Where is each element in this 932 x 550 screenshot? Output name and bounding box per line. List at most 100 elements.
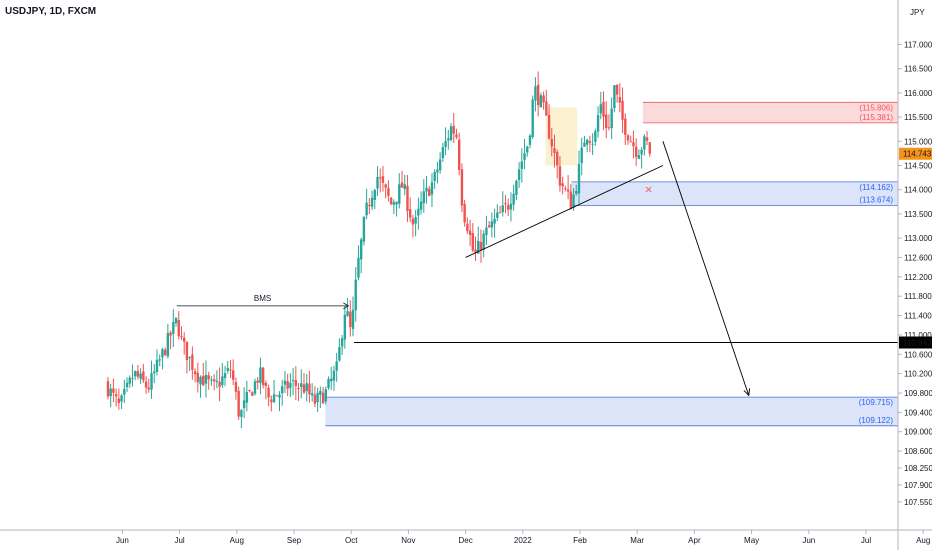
candle-down <box>232 370 235 380</box>
candle-down <box>602 101 605 117</box>
candle-down <box>457 139 461 170</box>
zone-demand-upper-bottom-label: (113.674) <box>859 195 893 204</box>
candle-down <box>229 369 232 371</box>
candle-down <box>196 372 200 383</box>
currency-label: JPY <box>910 8 925 17</box>
zone-demand-upper-top-label: (114.162) <box>859 183 893 192</box>
candle-up <box>539 95 543 108</box>
time-axis[interactable]: Jun Jul Aug Sep Oct Nov Dec 2022 Feb Mar Apr May Jun… <box>116 530 932 545</box>
candle-down <box>463 203 466 223</box>
candle-up <box>373 189 376 200</box>
time-tick-label: Jul <box>174 536 184 545</box>
candle-up <box>332 370 336 381</box>
candle-down <box>286 381 289 389</box>
candle-down <box>275 395 278 397</box>
zone-demand-upper <box>571 181 898 206</box>
candle-down <box>566 189 570 192</box>
candle-down <box>455 134 458 138</box>
price-tick-label: 115.000 <box>904 137 932 146</box>
zones-layer: (115.806)(115.381) (114.162) (113.674) (109… <box>325 101 899 427</box>
candle-up <box>501 205 504 213</box>
candle-up <box>300 383 303 388</box>
candle-down <box>621 100 624 120</box>
candle-up <box>370 197 374 207</box>
candle-up <box>490 221 494 228</box>
candle-down <box>234 382 238 392</box>
price-tick-label: 109.800 <box>904 389 932 398</box>
price-tick-label: 113.500 <box>904 210 932 219</box>
candle-up <box>283 380 287 385</box>
projection-arrow <box>662 141 750 396</box>
candle-up <box>272 394 276 403</box>
candle-down <box>428 188 431 197</box>
candle-up <box>362 217 366 242</box>
candle-up <box>392 202 396 205</box>
candle-down <box>193 371 197 375</box>
price-tick-label: 111.800 <box>904 292 932 301</box>
candle-up <box>583 142 586 147</box>
candle-up <box>215 380 219 383</box>
candle-up <box>158 359 161 361</box>
candle-down <box>487 225 491 228</box>
candle-down <box>185 341 189 361</box>
time-tick-label: Oct <box>345 536 358 545</box>
candle-down <box>569 191 573 210</box>
candle-down <box>406 185 409 211</box>
candle-up <box>172 321 175 334</box>
candle-up <box>591 143 594 145</box>
candle-up <box>425 187 428 192</box>
candle-down <box>479 241 483 250</box>
candle-up <box>289 382 292 388</box>
last-price-badge <box>899 147 932 160</box>
candle-up <box>278 394 281 398</box>
price-tick-label: 108.250 <box>904 464 932 473</box>
candle-down <box>536 84 540 106</box>
candle-down <box>218 381 221 387</box>
candle-up <box>223 373 227 379</box>
time-tick-label: Feb <box>573 536 587 545</box>
candle-down <box>553 148 556 154</box>
candle-down <box>408 209 412 218</box>
candle-up <box>594 131 597 142</box>
candle-up <box>577 163 581 194</box>
candle-up <box>433 171 436 181</box>
ascending-trendline <box>465 165 664 258</box>
candle-up <box>613 85 616 109</box>
candle-up <box>509 203 513 210</box>
candle-up <box>477 240 480 254</box>
candle-down <box>588 140 592 143</box>
candle-down <box>632 142 635 147</box>
candle-up <box>226 367 229 371</box>
zone-demand-lower-top-label: (109.715) <box>859 398 894 407</box>
candle-up <box>324 389 327 402</box>
time-tick-label: Sep <box>287 536 302 545</box>
candle-down <box>564 188 567 190</box>
price-tick-label: 110.600 <box>904 350 932 359</box>
candle-up <box>123 389 126 395</box>
candle-up <box>531 99 534 138</box>
candle-down <box>507 205 510 210</box>
candle-up <box>610 108 613 129</box>
candle-up <box>210 379 213 381</box>
price-axis[interactable]: 117.000 116.500 116.000 115.500 115.000 114.5… <box>898 41 932 507</box>
candle-up <box>338 347 341 361</box>
candle-down <box>349 311 352 328</box>
candle-up <box>319 390 322 395</box>
time-tick-label: Jun <box>802 536 815 545</box>
candle-down <box>389 197 393 205</box>
candle-up <box>310 393 314 396</box>
candle-up <box>365 202 368 216</box>
candle-up <box>120 395 123 402</box>
candle-up <box>640 149 643 155</box>
candle-up <box>523 153 526 160</box>
price-tick-label: 111.400 <box>904 312 932 321</box>
candle-down <box>615 84 619 95</box>
candle-down <box>191 354 194 370</box>
candle-down <box>202 375 205 386</box>
cross-marker: × <box>644 185 652 196</box>
candle-down <box>142 371 145 381</box>
candle-up <box>155 359 159 372</box>
candle-up <box>166 333 170 357</box>
last-price-label: 114.743 <box>903 150 932 159</box>
